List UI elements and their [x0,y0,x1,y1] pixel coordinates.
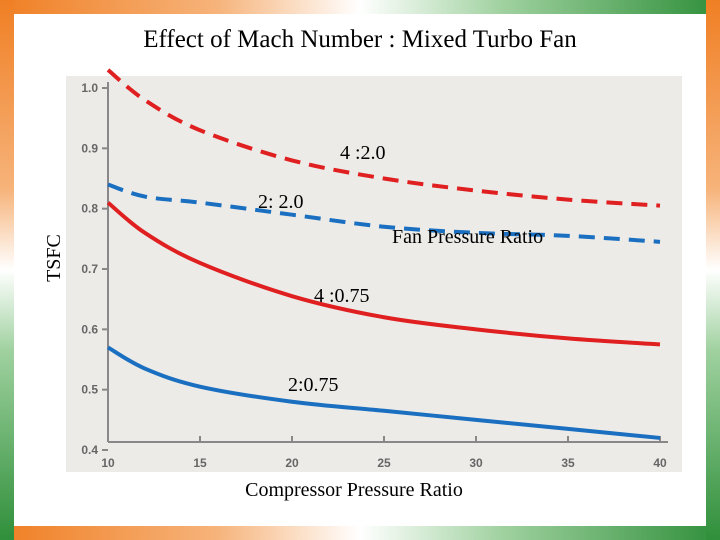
border-band-left [0,0,14,540]
series-line-4 [106,345,661,440]
x-tick-label: 20 [285,456,299,470]
ticks: 10 15 20 25 30 35 40 0.4 0.5 0.6 0.7 0.8 0.9 1.0 [81,81,667,470]
series-line-2 [107,182,661,244]
y-tick-label: 0.4 [81,443,98,457]
series-labels: 4 :2.0 2: 2.0 4 :0.75 2:0.75 [258,142,386,396]
border-band-top [0,0,720,14]
border-band-right [706,0,720,540]
x-tick-label: 10 [101,456,115,470]
series-label-1: 4 :2.0 [340,142,386,164]
series-line-3 [106,201,661,347]
y-axis-title: TSFC [43,234,65,282]
plot-area [66,76,682,472]
series-line-1 [106,68,661,208]
x-tick-label: 25 [377,456,391,470]
y-tick-label: 0.7 [81,262,98,276]
x-tick-label: 35 [561,456,575,470]
y-tick-label: 0.6 [81,322,98,336]
chart-title: Effect of Mach Number : Mixed Turbo Fan [143,26,577,53]
axes [107,82,668,443]
series-label-3: 4 :0.75 [314,285,370,307]
x-tick-label: 40 [653,456,667,470]
series-label-4: 2:0.75 [288,374,339,396]
y-tick-label: 1.0 [81,81,98,95]
y-tick-label: 0.9 [81,141,98,155]
series-label-2: 2: 2.0 [258,191,304,213]
x-axis-title: Compressor Pressure Ratio [245,479,463,501]
y-tick-label: 0.8 [81,202,98,216]
x-tick-label: 15 [193,456,207,470]
y-tick-label: 0.5 [81,383,98,397]
fan-pressure-ratio-annotation: Fan Pressure Ratio [392,226,543,248]
x-tick-label: 30 [469,456,483,470]
series-group [106,68,661,440]
border-band-bottom [0,526,720,540]
